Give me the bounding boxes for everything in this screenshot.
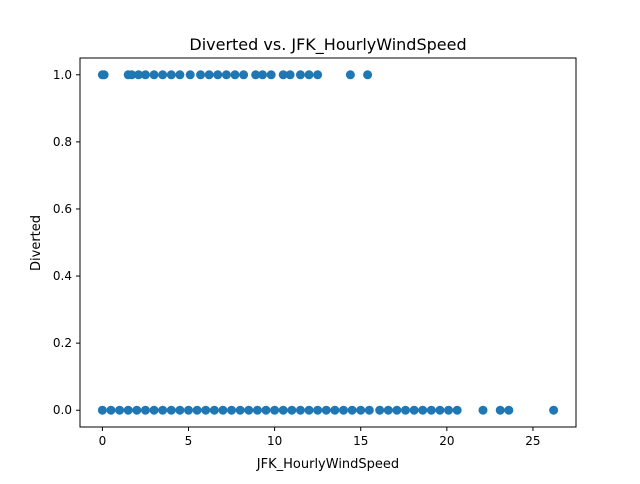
scatter-point	[158, 405, 168, 415]
scatter-point	[166, 405, 176, 415]
scatter-point	[426, 405, 436, 415]
scatter-point	[140, 70, 150, 80]
scatter-point	[213, 70, 223, 80]
scatter-point	[392, 405, 402, 415]
scatter-point	[175, 70, 185, 80]
scatter-point	[452, 405, 462, 415]
scatter-point	[218, 405, 228, 415]
scatter-point	[239, 70, 249, 80]
scatter-point	[134, 70, 144, 80]
scatter-point	[375, 405, 385, 415]
scatter-point	[204, 70, 214, 80]
scatter-point	[106, 405, 116, 415]
scatter-point	[304, 70, 314, 80]
scatter-point	[278, 70, 288, 80]
scatter-point	[261, 405, 271, 415]
scatter-point	[478, 405, 488, 415]
scatter-point	[364, 405, 374, 415]
scatter-point	[140, 405, 150, 415]
y-tick-label: 0.4	[53, 269, 72, 283]
scatter-point	[149, 70, 159, 80]
scatter-point	[230, 70, 240, 80]
plot-frame	[79, 57, 577, 428]
scatter-point	[444, 405, 454, 415]
scatter-point	[295, 405, 305, 415]
y-axis-label: Diverted	[29, 215, 44, 271]
scatter-point	[347, 405, 357, 415]
scatter-point	[258, 70, 268, 80]
scatter-point	[401, 405, 410, 415]
scatter-point	[304, 405, 314, 415]
scatter-point	[418, 405, 428, 415]
chart-title: Diverted vs. JFK_HourlyWindSpeed	[189, 35, 466, 55]
scatter-point	[97, 405, 107, 415]
scatter-point	[356, 405, 366, 415]
scatter-point	[295, 70, 305, 80]
scatter-point	[185, 70, 195, 80]
scatter-point	[330, 405, 340, 415]
y-tick-label: 0.6	[53, 202, 72, 216]
scatter-point	[115, 405, 125, 415]
scatter-point	[209, 405, 219, 415]
scatter-point	[285, 70, 295, 80]
scatter-point	[409, 405, 419, 415]
scatter-point	[158, 70, 168, 80]
scatter-point	[244, 405, 254, 415]
scatter-point	[549, 405, 559, 415]
scatter-point	[196, 70, 206, 80]
scatter-point	[270, 405, 280, 415]
scatter-point	[435, 405, 445, 415]
x-tick-label: 10	[267, 434, 282, 448]
y-tick-label: 1.0	[53, 68, 72, 82]
scatter-point	[252, 405, 262, 415]
scatter-point	[383, 405, 393, 415]
scatter-point	[266, 70, 276, 80]
scatter-point	[132, 405, 142, 415]
scatter-point	[127, 70, 137, 80]
scatter-point	[123, 405, 133, 415]
scatter-point	[221, 70, 231, 80]
scatter-point	[149, 405, 159, 415]
y-tick-label: 0.0	[53, 403, 72, 417]
scatter-point	[251, 70, 261, 80]
scatter-point	[201, 405, 211, 415]
y-axis-ticks: 0.0 0.2 0.4 0.6 0.8 1.0	[53, 68, 80, 417]
scatter-point	[175, 405, 185, 415]
scatter-point	[345, 70, 355, 80]
scatter-point	[278, 405, 288, 415]
scatter-point	[166, 70, 176, 80]
scatter-point	[313, 70, 323, 80]
points-layer	[97, 70, 559, 415]
scatter-point	[321, 405, 331, 415]
scatter-point	[313, 405, 323, 415]
x-tick-label: 20	[439, 434, 454, 448]
x-tick-label: 25	[525, 434, 540, 448]
x-tick-label: 0	[99, 434, 107, 448]
scatter-point	[235, 405, 245, 415]
y-tick-label: 0.8	[53, 135, 72, 149]
y-tick-label: 0.2	[53, 336, 72, 350]
scatter-point	[495, 405, 505, 415]
scatter-point	[227, 405, 237, 415]
scatter-point	[287, 405, 297, 415]
scatter-point	[363, 70, 373, 80]
scatter-point	[99, 70, 109, 80]
scatter-point	[504, 405, 514, 415]
scatter-point	[339, 405, 348, 415]
scatter-point	[192, 405, 202, 415]
x-axis-label: JFK_HourlyWindSpeed	[256, 457, 399, 472]
x-axis-ticks: 0 5 10 15 20 25	[99, 427, 541, 448]
scatter-point	[184, 405, 193, 415]
x-tick-label: 5	[185, 434, 193, 448]
x-tick-label: 15	[353, 434, 368, 448]
